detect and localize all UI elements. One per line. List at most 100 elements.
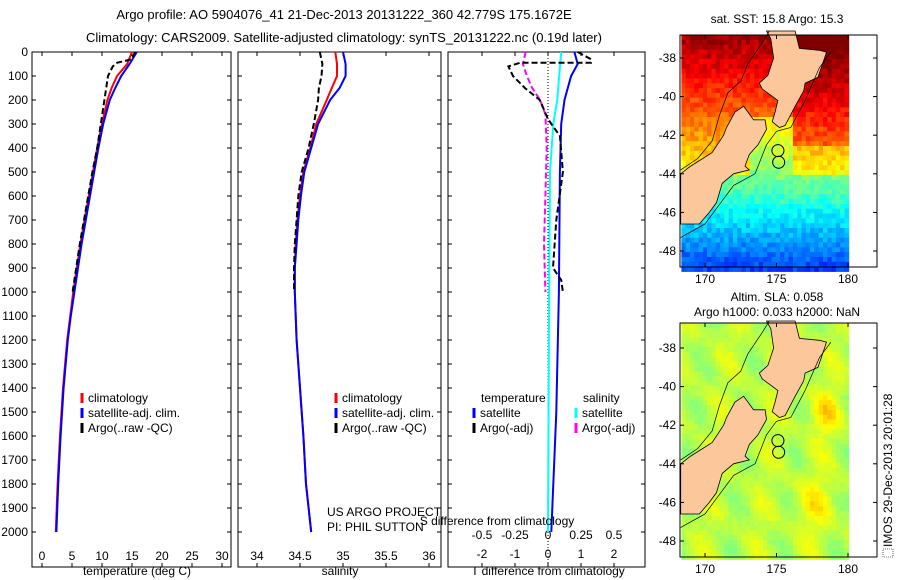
map-pixel — [775, 467, 781, 474]
map-pixel — [840, 88, 845, 94]
map-pixel — [732, 252, 738, 258]
map-pixel — [724, 506, 730, 512]
map-pixel — [758, 261, 764, 268]
map-pixel — [720, 332, 725, 338]
map-pixel — [745, 356, 751, 363]
map-pixel — [818, 376, 824, 382]
map-pixel — [741, 83, 747, 89]
map-pixel — [775, 482, 781, 488]
map-pixel — [814, 218, 820, 224]
map-pixel — [711, 371, 717, 377]
map-pixel — [805, 501, 811, 507]
map-pixel — [771, 121, 777, 128]
map-pixel — [814, 405, 820, 411]
map-pixel — [818, 92, 824, 99]
map-pixel — [702, 107, 708, 113]
map-pixel — [702, 438, 708, 445]
map-pixel — [728, 347, 734, 353]
map-pixel — [698, 342, 704, 348]
map-pixel — [685, 448, 691, 454]
map-pixel — [758, 39, 764, 46]
x-tick-label: 35 — [336, 549, 350, 563]
map-pixel — [810, 266, 815, 272]
map-pixel — [818, 102, 824, 108]
map-pixel — [780, 472, 785, 478]
map-pixel — [762, 112, 768, 118]
map-pixel — [797, 179, 802, 186]
map-pixel — [724, 409, 730, 416]
map-pixel — [810, 88, 815, 94]
map-pixel — [840, 228, 845, 234]
map-pixel — [831, 482, 837, 488]
map-pixel — [762, 380, 768, 387]
map-pixel — [724, 64, 730, 70]
map-pixel — [827, 203, 833, 210]
map-pixel — [805, 448, 811, 454]
map-pixel — [715, 337, 721, 343]
map-pixel — [835, 68, 841, 75]
map-pixel — [823, 189, 828, 195]
map-pixel — [707, 347, 712, 353]
map-pixel — [767, 257, 772, 263]
map-pixel — [732, 462, 738, 469]
map-pixel — [805, 223, 811, 229]
map-pixel — [823, 356, 828, 363]
map-pixel — [711, 496, 717, 502]
sst_map: 170 175 180-38-40-42-44-46-48 — [659, 30, 878, 286]
map-pixel — [801, 107, 807, 113]
map-pixel — [737, 467, 742, 474]
map-pixel — [685, 92, 691, 99]
x-tick-label: 34.5 — [288, 549, 312, 563]
map-pixel — [690, 146, 695, 152]
map-pixel — [694, 540, 700, 546]
map-pixel — [835, 257, 841, 263]
map-pixel — [831, 443, 837, 449]
x-tick-label: -2 — [477, 547, 488, 561]
map-pixel — [685, 237, 691, 243]
map-pixel — [827, 491, 833, 498]
map-pixel — [694, 126, 700, 132]
map-pixel — [702, 39, 708, 46]
map-pixel — [818, 424, 824, 430]
map-pixel — [754, 174, 760, 181]
map-pixel — [694, 39, 700, 46]
map-pixel — [715, 424, 721, 430]
credit-line2: PI: PHIL SUTTON — [327, 520, 424, 534]
map-pixel — [823, 199, 828, 205]
map-pixel — [750, 361, 755, 367]
map-pixel — [690, 223, 695, 229]
map-pixel — [728, 252, 734, 258]
map-pixel — [767, 347, 772, 353]
map-pixel — [732, 347, 738, 353]
map-pixel — [810, 525, 815, 531]
map-pixel — [685, 453, 691, 459]
map-pixel — [788, 530, 794, 536]
map-pixel — [801, 174, 807, 181]
map-pixel — [707, 366, 712, 372]
y-tick-label: 1400 — [1, 381, 28, 395]
argo-location-marker — [772, 445, 786, 459]
map-pixel — [805, 232, 811, 239]
map-pixel — [844, 54, 850, 60]
map-pixel — [702, 97, 708, 103]
map-pixel — [745, 545, 751, 551]
map-pixel — [754, 83, 760, 89]
map-pixel — [685, 545, 691, 551]
map-pixel — [823, 252, 828, 258]
map-pixel — [810, 385, 815, 391]
map-pixel — [818, 35, 824, 41]
map-pixel — [737, 174, 742, 181]
map-pixel — [805, 150, 811, 157]
map-pixel — [844, 174, 850, 181]
map-pixel — [818, 208, 824, 214]
map-pixel — [711, 414, 717, 420]
map-pixel — [720, 232, 725, 239]
map-pixel — [758, 44, 764, 50]
map-pixel — [771, 414, 777, 420]
map-pixel — [792, 540, 798, 546]
map-pixel — [814, 184, 820, 190]
map-pixel — [758, 107, 764, 113]
map-pixel — [788, 160, 794, 166]
map-pixel — [805, 540, 811, 546]
south-island-land — [680, 105, 767, 225]
